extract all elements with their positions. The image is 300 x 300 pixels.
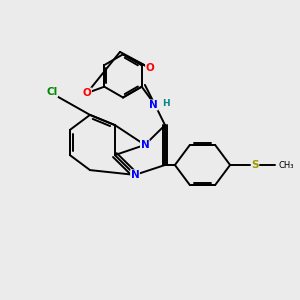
Text: S: S — [251, 160, 259, 170]
Text: N: N — [149, 100, 158, 110]
Text: N: N — [130, 170, 140, 180]
Text: H: H — [162, 99, 170, 108]
Text: O: O — [146, 63, 154, 73]
Text: O: O — [82, 88, 91, 98]
Text: CH₃: CH₃ — [278, 160, 294, 169]
Text: N: N — [140, 140, 149, 150]
Text: Cl: Cl — [46, 87, 58, 97]
